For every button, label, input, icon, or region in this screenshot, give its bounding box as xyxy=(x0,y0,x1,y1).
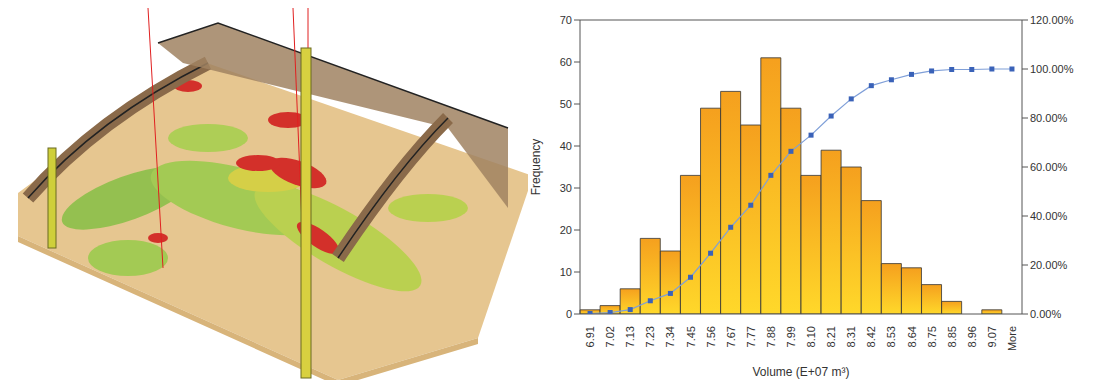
svg-text:8.53: 8.53 xyxy=(885,326,897,347)
svg-text:7.34: 7.34 xyxy=(664,326,676,347)
svg-text:7.77: 7.77 xyxy=(745,326,757,347)
svg-text:7.99: 7.99 xyxy=(785,326,797,347)
svg-text:7.88: 7.88 xyxy=(765,326,777,347)
svg-text:8.31: 8.31 xyxy=(845,326,857,347)
svg-text:8.64: 8.64 xyxy=(906,326,918,347)
svg-text:6.91: 6.91 xyxy=(584,326,596,347)
svg-text:20: 20 xyxy=(560,224,572,236)
svg-text:20.00%: 20.00% xyxy=(1030,259,1068,271)
svg-text:30: 30 xyxy=(560,182,572,194)
svg-text:7.13: 7.13 xyxy=(624,326,636,347)
svg-text:8.21: 8.21 xyxy=(825,326,837,347)
svg-text:40.00%: 40.00% xyxy=(1030,210,1068,222)
svg-text:0.00%: 0.00% xyxy=(1030,308,1061,320)
svg-text:50: 50 xyxy=(560,98,572,110)
svg-text:8.42: 8.42 xyxy=(865,326,877,347)
svg-text:8.75: 8.75 xyxy=(926,326,938,347)
svg-text:80.00%: 80.00% xyxy=(1030,112,1068,124)
svg-text:0: 0 xyxy=(566,308,572,320)
svg-text:More: More xyxy=(1006,326,1018,351)
svg-text:8.96: 8.96 xyxy=(966,326,978,347)
svg-text:7.02: 7.02 xyxy=(604,326,616,347)
svg-text:60: 60 xyxy=(560,56,572,68)
svg-text:70: 70 xyxy=(560,14,572,26)
svg-text:9.07: 9.07 xyxy=(986,326,998,347)
svg-text:7.45: 7.45 xyxy=(685,326,697,347)
svg-text:100.00%: 100.00% xyxy=(1030,63,1074,75)
svg-text:8.10: 8.10 xyxy=(805,326,817,347)
svg-text:7.56: 7.56 xyxy=(705,326,717,347)
svg-text:120.00%: 120.00% xyxy=(1030,14,1074,26)
svg-text:40: 40 xyxy=(560,140,572,152)
svg-text:60.00%: 60.00% xyxy=(1030,161,1068,173)
svg-text:Frequency: Frequency xyxy=(529,139,543,196)
svg-text:Volume (E+07 m³): Volume (E+07 m³) xyxy=(752,365,849,379)
svg-text:8.85: 8.85 xyxy=(946,326,958,347)
svg-text:7.23: 7.23 xyxy=(644,326,656,347)
svg-text:7.67: 7.67 xyxy=(725,326,737,347)
svg-text:10: 10 xyxy=(560,266,572,278)
